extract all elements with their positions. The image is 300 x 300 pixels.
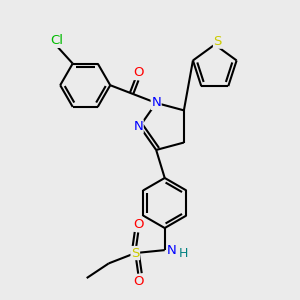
Text: N: N [151, 96, 161, 110]
Text: N: N [133, 120, 143, 133]
Text: O: O [133, 67, 144, 80]
Text: O: O [133, 275, 143, 288]
Text: O: O [133, 218, 143, 231]
Text: N: N [167, 244, 177, 256]
Text: S: S [131, 247, 140, 260]
Text: Cl: Cl [50, 34, 63, 47]
Text: H: H [179, 247, 188, 260]
Text: S: S [214, 35, 222, 48]
